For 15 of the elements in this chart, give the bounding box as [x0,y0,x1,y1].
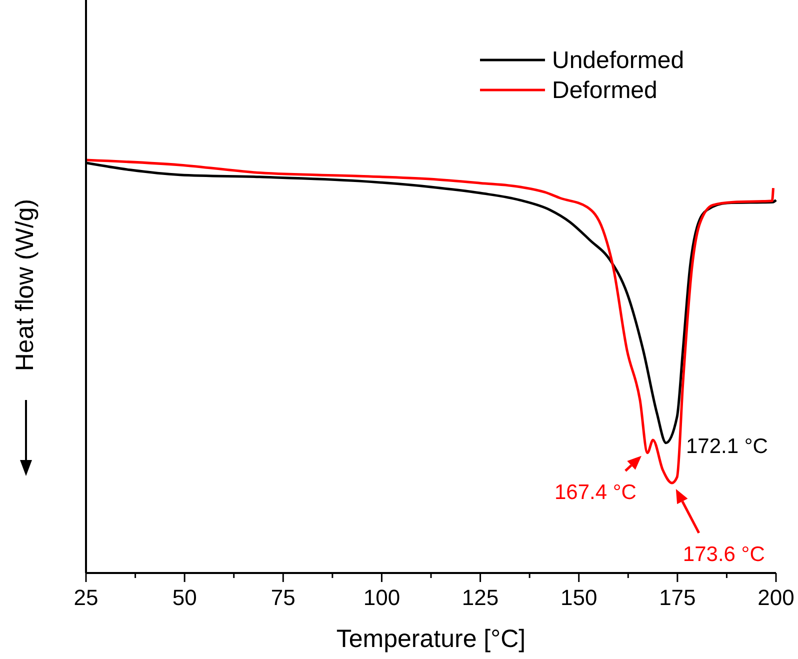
annotation: 167.4 °C [554,480,636,504]
legend-label: Deformed [552,77,658,104]
annotation: 172.1 °C [686,434,768,458]
x-tick-label: 200 [758,585,794,610]
x-axis-title: Temperature [°C] [336,625,526,653]
x-tick-label: 100 [363,585,400,610]
x-tick-label: 150 [560,585,598,610]
y-axis-title: Heat flow (W/g) [11,198,39,372]
x-tick-label: 175 [659,585,696,610]
x-tick-label: 25 [74,585,98,610]
legend-label: Undeformed [552,47,684,74]
x-tick-label: 50 [172,585,197,610]
x-tick-label: 75 [270,585,296,610]
x-tick-label: 125 [462,585,499,610]
annotation: 173.6 °C [682,542,765,566]
